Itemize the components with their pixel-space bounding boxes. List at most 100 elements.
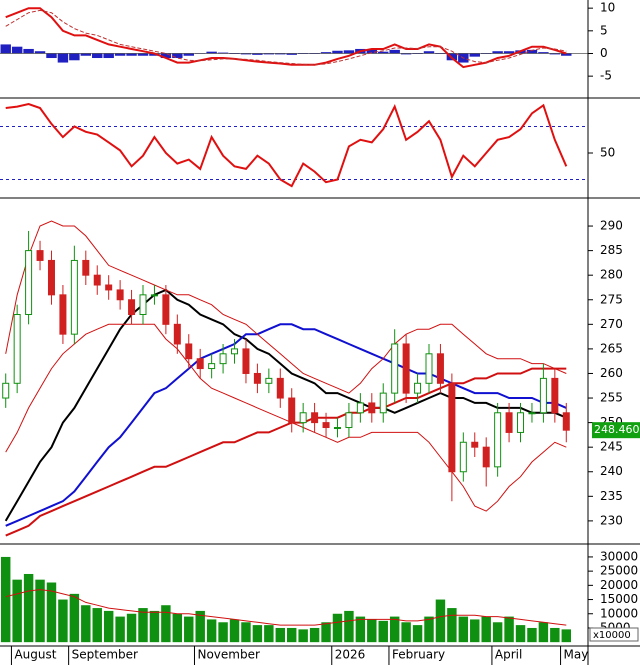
line [5,323,567,512]
volume-bar [275,627,285,643]
volume-bar [378,620,388,643]
candle-body [517,412,525,433]
histogram-bar [240,53,252,55]
histogram-bar [332,50,343,54]
x-tick-label: September [72,648,138,662]
candle-body [276,377,284,399]
histogram-bar [69,53,80,61]
histogram-bar [0,44,11,54]
candle-body [551,377,559,414]
volume-bar [458,616,469,643]
volume-bar [138,608,148,643]
y-tick-label: 30000 [600,549,638,563]
line [5,367,567,537]
y-tick-label: 240 [600,464,623,478]
volume-bar [252,625,263,643]
histogram-bar [286,53,297,55]
volume-bar [550,627,560,643]
volume-bar [172,613,183,643]
volume-bar [435,599,446,643]
annotation-box [589,627,639,642]
candle-body [208,363,216,370]
histogram-bar [80,53,92,56]
x-tick-label: August [14,648,56,662]
candle-body [379,392,387,414]
candle-body [150,294,158,297]
candle-body [59,294,67,335]
y-tick-label: 10000 [600,606,638,620]
candle-body [425,353,433,384]
y-tick-label: 10 [600,1,615,15]
histogram-bar [217,52,229,54]
histogram-bar [423,51,435,54]
y-tick-label: 290 [600,219,623,233]
x-tick-label: 2026 [335,648,366,662]
candle-body [311,412,319,424]
line [5,323,567,527]
volume-bar [389,616,400,643]
histogram-bar [366,49,378,54]
line [5,589,567,626]
candle-body [116,289,124,301]
y-tick-label: 275 [600,292,623,306]
histogram-bar [23,48,34,54]
histogram-bar [137,53,149,56]
y-tick-label: 270 [600,317,623,331]
candle-body [47,259,55,296]
volume-bar [241,622,251,643]
x-tick-label: November [197,648,259,662]
volume-bar [321,622,331,643]
histogram-bar [400,53,412,55]
candle-body [414,382,422,394]
volume-bar [229,619,240,643]
line [4,288,567,522]
volume-bar [355,616,366,643]
candle-body [219,353,227,365]
candle-body [231,348,239,355]
volume-bar [424,616,434,643]
candle-body [13,313,21,384]
volume-bar [515,625,526,643]
volume-bar [161,605,171,643]
histogram-bar [320,52,332,54]
y-tick-label: 5 [600,23,608,37]
volume-bar [218,622,228,643]
volume-bar [58,599,68,643]
histogram-bar [549,53,561,55]
candle-body [494,412,502,468]
histogram-bar [103,53,114,59]
x-tick-label: May [564,648,589,662]
candle-body [265,377,273,384]
y-tick-label: 25000 [600,564,638,578]
y-tick-label: 245 [600,440,623,454]
candle-body [505,412,513,433]
candle-body [539,377,547,414]
histogram-bar [503,51,515,54]
candle-body [173,323,181,345]
candle-body [471,441,479,448]
candle-body [242,348,250,374]
histogram-bar [378,51,389,54]
candle-body [105,284,113,291]
histogram-bar [252,53,263,55]
candle-body [70,259,78,335]
histogram-bar [11,46,23,54]
candle-body [482,446,490,468]
histogram-bar [206,51,217,54]
line [5,102,568,188]
volume-bar [538,622,549,643]
candle-body [562,412,570,431]
histogram-bar [538,52,549,54]
volume-bar [492,622,503,643]
y-tick-label: -5 [600,69,612,83]
y-tick-label: 265 [600,341,623,355]
volume-bar [527,627,537,643]
candle-body [333,427,341,430]
volume-bar [184,616,194,643]
line [5,7,567,69]
volume-bar [447,608,457,643]
histogram-bar [92,53,103,59]
y-tick-label: 285 [600,243,623,257]
volume-bar [23,573,34,643]
histogram-bar [492,51,503,54]
